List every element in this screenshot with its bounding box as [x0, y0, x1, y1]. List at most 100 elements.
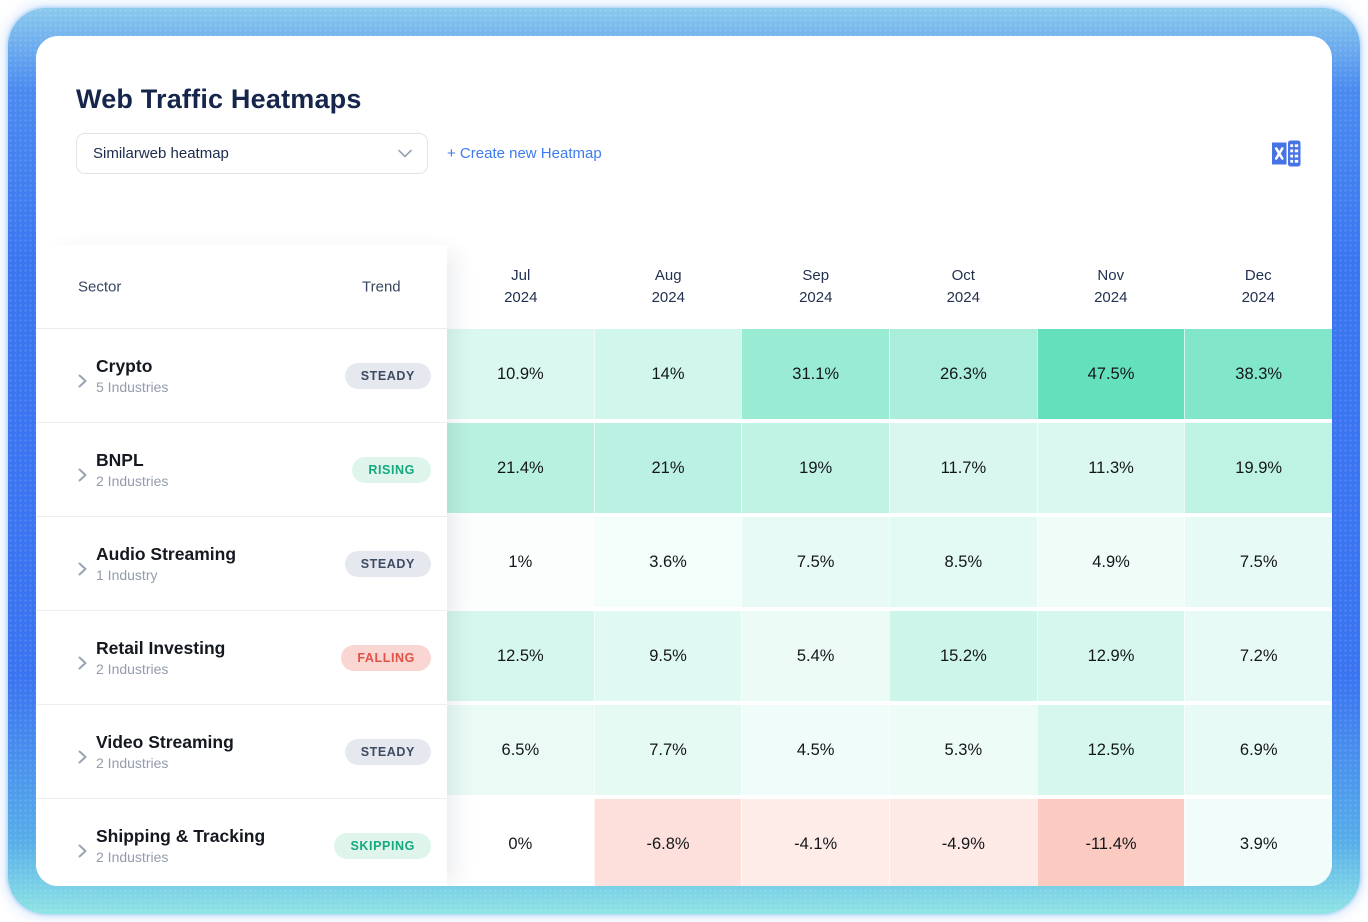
sector-row[interactable]: Crypto 5 Industries STEADY — [36, 329, 447, 423]
month-column-header: Jul 2024 — [447, 245, 595, 329]
sector-text: Video Streaming 2 Industries — [96, 730, 234, 773]
excel-export-button[interactable] — [1270, 138, 1302, 168]
trend-badge: FALLING — [341, 644, 431, 671]
heatmap-cell: 7.7% — [593, 705, 742, 795]
sector-rows: Crypto 5 Industries STEADY BNPL 2 Indust… — [36, 329, 447, 886]
chevron-down-icon — [398, 149, 412, 158]
heatmap-cell: 9.5% — [593, 611, 742, 701]
heatmap-cell: 3.9% — [1184, 799, 1332, 886]
excel-icon — [1271, 139, 1302, 168]
header-section: Web Traffic Heatmaps Similarweb heatmap … — [36, 36, 1332, 174]
heatmap-cell: 31.1% — [741, 329, 890, 419]
heatmap-table: Sector Trend Crypto 5 Industries STEADY … — [36, 245, 1332, 886]
sector-text: BNPL 2 Industries — [96, 448, 168, 491]
heatmap-cell: 11.7% — [889, 423, 1037, 513]
trend-badge: RISING — [352, 456, 431, 483]
heatmap-cell: 3.6% — [593, 517, 742, 607]
sector-row[interactable]: BNPL 2 Industries RISING — [36, 423, 447, 517]
heatmap-cell: 12.9% — [1036, 611, 1185, 701]
sector-row[interactable]: Audio Streaming 1 Industry STEADY — [36, 517, 447, 611]
sector-text: Audio Streaming 1 Industry — [96, 542, 236, 585]
heatmap-cell: 8.5% — [889, 517, 1037, 607]
heatmap-cell: 5.3% — [889, 705, 1037, 795]
sector-name: Crypto — [96, 356, 153, 376]
heatmap-row: 10.9% 14% 31.1% 26.3% 47.5% 38.3% — [447, 329, 1332, 423]
heatmap-cell: 10.9% — [447, 329, 594, 419]
heatmap-cell: -6.8% — [593, 799, 742, 886]
month-year: 2024 — [504, 289, 538, 306]
month-column-header: Dec 2024 — [1185, 245, 1333, 329]
chevron-right-icon[interactable] — [78, 750, 87, 764]
heatmap-cell: 11.3% — [1036, 423, 1185, 513]
heatmap-cell: 12.5% — [447, 611, 594, 701]
heatmap-cell: 0% — [447, 799, 594, 886]
heatmap-cell: 38.3% — [1184, 329, 1332, 419]
month-label: Jul — [511, 267, 531, 284]
heatmap-cell: 19% — [741, 423, 890, 513]
create-new-heatmap-link[interactable]: + Create new Heatmap — [447, 145, 602, 162]
trend-badge: STEADY — [344, 362, 431, 389]
heatmap-row: 12.5% 9.5% 5.4% 15.2% 12.9% 7.2% — [447, 611, 1332, 705]
month-column-header: Aug 2024 — [595, 245, 743, 329]
heatmap-cell: 4.5% — [741, 705, 890, 795]
heatmap-row: 21.4% 21% 19% 11.7% 11.3% 19.9% — [447, 423, 1332, 517]
heatmap-selector-dropdown[interactable]: Similarweb heatmap — [76, 133, 428, 174]
month-column-header: Oct 2024 — [890, 245, 1038, 329]
heatmap-cell: 7.2% — [1184, 611, 1332, 701]
sector-name: Video Streaming — [96, 732, 234, 752]
month-year: 2024 — [799, 289, 833, 306]
heatmap-cell: 1% — [447, 517, 594, 607]
chevron-right-icon[interactable] — [78, 844, 87, 858]
heatmap-cell: 6.5% — [447, 705, 594, 795]
sector-industries-count: 2 Industries — [96, 661, 169, 677]
heatmap-cell: -4.1% — [741, 799, 890, 886]
controls-row: Similarweb heatmap + Create new Heatmap — [76, 133, 1300, 174]
heatmap-selector-value: Similarweb heatmap — [93, 145, 229, 162]
sector-name: BNPL — [96, 450, 144, 470]
sector-industries-count: 1 Industry — [96, 567, 158, 583]
month-label: Oct — [951, 267, 975, 284]
month-label: Dec — [1244, 267, 1272, 284]
month-year: 2024 — [1094, 289, 1128, 306]
trend-badge: SKIPPING — [334, 832, 431, 859]
heatmap-cell: 14% — [593, 329, 742, 419]
sector-panel: Sector Trend Crypto 5 Industries STEADY … — [36, 245, 447, 886]
sector-name: Retail Investing — [96, 638, 226, 658]
month-year: 2024 — [651, 289, 685, 306]
month-header-row: Jul 2024 Aug 2024 Sep 2024 Oct 2024 Nov … — [447, 245, 1332, 329]
heatmap-cell: 15.2% — [889, 611, 1037, 701]
chevron-right-icon[interactable] — [78, 374, 87, 388]
page-title: Web Traffic Heatmaps — [76, 84, 362, 114]
sector-row[interactable]: Retail Investing 2 Industries FALLING — [36, 611, 447, 705]
heatmap-rows: 10.9% 14% 31.1% 26.3% 47.5% 38.3% 21.4% 21% 19% 1… — [447, 329, 1332, 886]
month-year: 2024 — [946, 289, 980, 306]
chevron-right-icon[interactable] — [78, 562, 87, 576]
trend-badge: STEADY — [344, 738, 431, 765]
sector-industries-count: 2 Industries — [96, 755, 169, 771]
app-card: Web Traffic Heatmaps Similarweb heatmap … — [36, 36, 1332, 886]
sector-industries-count: 2 Industries — [96, 849, 169, 865]
sector-industries-count: 5 Industries — [96, 379, 169, 395]
heatmap-cell: 6.9% — [1184, 705, 1332, 795]
sector-text: Retail Investing 2 Industries — [96, 636, 225, 679]
month-label: Sep — [802, 267, 830, 284]
gradient-border-frame: Web Traffic Heatmaps Similarweb heatmap … — [8, 8, 1360, 914]
heatmap-row: 6.5% 7.7% 4.5% 5.3% 12.5% 6.9% — [447, 705, 1332, 799]
heatmap-cell: 12.5% — [1036, 705, 1185, 795]
heatmap-cell: -4.9% — [889, 799, 1037, 886]
heatmap-row: 1% 3.6% 7.5% 8.5% 4.9% 7.5% — [447, 517, 1332, 611]
month-column-header: Nov 2024 — [1037, 245, 1185, 329]
heatmap-cell: 5.4% — [741, 611, 890, 701]
heatmap-cell: 26.3% — [889, 329, 1037, 419]
sector-industries-count: 2 Industries — [96, 473, 169, 489]
heatmap-cell: 19.9% — [1184, 423, 1332, 513]
heatmap-cell: 47.5% — [1036, 329, 1185, 419]
chevron-right-icon[interactable] — [78, 468, 87, 482]
sector-row[interactable]: Shipping & Tracking 2 Industries SKIPPIN… — [36, 799, 447, 886]
sector-column-header: Sector — [78, 278, 122, 295]
heatmap-cell: 7.5% — [1184, 517, 1332, 607]
heatmap-row: 0% -6.8% -4.1% -4.9% -11.4% 3.9% — [447, 799, 1332, 886]
month-label: Aug — [654, 267, 682, 284]
sector-row[interactable]: Video Streaming 2 Industries STEADY — [36, 705, 447, 799]
chevron-right-icon[interactable] — [78, 656, 87, 670]
